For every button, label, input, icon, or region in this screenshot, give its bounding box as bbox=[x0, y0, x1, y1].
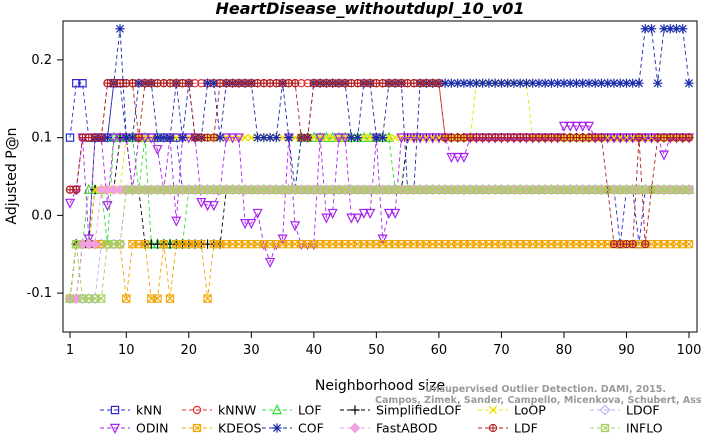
legend-item-knn: kNN bbox=[100, 403, 162, 418]
legend-label: LDOF bbox=[626, 403, 660, 418]
x-tick-label: 20 bbox=[181, 343, 198, 358]
legend-label: LDF bbox=[514, 421, 538, 434]
legend-item-inflo: INFLO bbox=[590, 421, 663, 434]
data-point bbox=[647, 24, 656, 33]
data-point bbox=[210, 134, 217, 141]
legend-label: ODIN bbox=[136, 421, 169, 434]
data-point bbox=[304, 134, 311, 141]
x-tick-label: 80 bbox=[556, 343, 573, 358]
legend-label: kNNW bbox=[218, 403, 256, 418]
data-point bbox=[684, 79, 693, 88]
data-point bbox=[635, 134, 642, 141]
data-point bbox=[165, 133, 174, 142]
x-tick-label: 50 bbox=[368, 343, 385, 358]
legend-item-odin: ODIN bbox=[100, 421, 169, 434]
x-tick-label: 10 bbox=[118, 343, 135, 358]
data-point bbox=[378, 133, 387, 142]
watermark-line-1: Unsupervised Outlier Detection. DAMI, 20… bbox=[425, 384, 666, 395]
legend-label: LOF bbox=[298, 403, 322, 418]
x-tick-label: 40 bbox=[306, 343, 323, 358]
legend-label: INFLO bbox=[626, 421, 663, 434]
legend-item-kdeos: KDEOS bbox=[182, 421, 262, 434]
legend: kNN kNNW LOF SimplifiedLOF LoOP LDOF ODIN KDEOS… bbox=[100, 403, 663, 434]
legend-marker bbox=[350, 405, 359, 414]
data-point bbox=[272, 133, 281, 142]
legend-item-knnw: kNNW bbox=[182, 403, 256, 418]
x-tick-label: 70 bbox=[493, 343, 510, 358]
legend-label: kNN bbox=[136, 403, 162, 418]
data-point bbox=[135, 134, 142, 141]
x-tick-label: 100 bbox=[677, 343, 702, 358]
data-point bbox=[129, 80, 136, 87]
legend-marker bbox=[350, 423, 359, 432]
chart-title: HeartDisease_withoutdupl_10_v01 bbox=[216, 0, 525, 18]
legend-item-fastabod: FastABOD bbox=[340, 421, 438, 434]
y-tick-label: 0.1 bbox=[31, 131, 52, 146]
legend-marker bbox=[272, 423, 281, 432]
data-point bbox=[185, 80, 192, 87]
data-point bbox=[598, 134, 605, 141]
data-point bbox=[353, 133, 362, 142]
data-point bbox=[178, 133, 187, 142]
x-axis: 1 10 20 30 40 50 60 70 80 90 100 bbox=[66, 332, 702, 358]
data-point bbox=[115, 24, 124, 33]
chart: HeartDisease_withoutdupl_10_v01 Adjusted… bbox=[0, 0, 702, 434]
y-axis-label: Adjusted P@n bbox=[4, 127, 20, 224]
data-point bbox=[653, 79, 662, 88]
legend-label: COF bbox=[298, 421, 324, 434]
legend-marker bbox=[489, 424, 496, 431]
legend-item-cof: COF bbox=[262, 421, 324, 434]
legend-item-simplifiedlof: SimplifiedLOF bbox=[340, 403, 462, 418]
data-point bbox=[685, 134, 692, 141]
data-point bbox=[284, 133, 293, 142]
data-point bbox=[435, 80, 442, 87]
data-point bbox=[291, 80, 298, 87]
y-axis: -0.1 0.0 0.1 0.2 bbox=[27, 53, 63, 301]
data-point bbox=[678, 24, 687, 33]
legend-label: SimplifiedLOF bbox=[376, 403, 462, 418]
legend-item-ldf: LDF bbox=[478, 421, 538, 434]
legend-label: KDEOS bbox=[218, 421, 262, 434]
x-tick-label: 30 bbox=[243, 343, 260, 358]
x-tick-label: 90 bbox=[618, 343, 635, 358]
y-tick-label: 0.0 bbox=[31, 208, 52, 223]
y-tick-label: 0.2 bbox=[31, 53, 52, 68]
plot-area bbox=[63, 21, 697, 332]
x-tick-label: 60 bbox=[431, 343, 448, 358]
legend-label: FastABOD bbox=[376, 421, 438, 434]
y-tick-label: -0.1 bbox=[27, 286, 52, 301]
data-point bbox=[629, 241, 636, 248]
data-point bbox=[73, 186, 80, 193]
data-point bbox=[98, 134, 105, 141]
legend-label: LoOP bbox=[514, 403, 546, 418]
data-point bbox=[634, 79, 643, 88]
data-point bbox=[642, 241, 649, 248]
x-tick-label: 1 bbox=[66, 343, 74, 358]
legend-item-lof: LOF bbox=[262, 403, 322, 418]
